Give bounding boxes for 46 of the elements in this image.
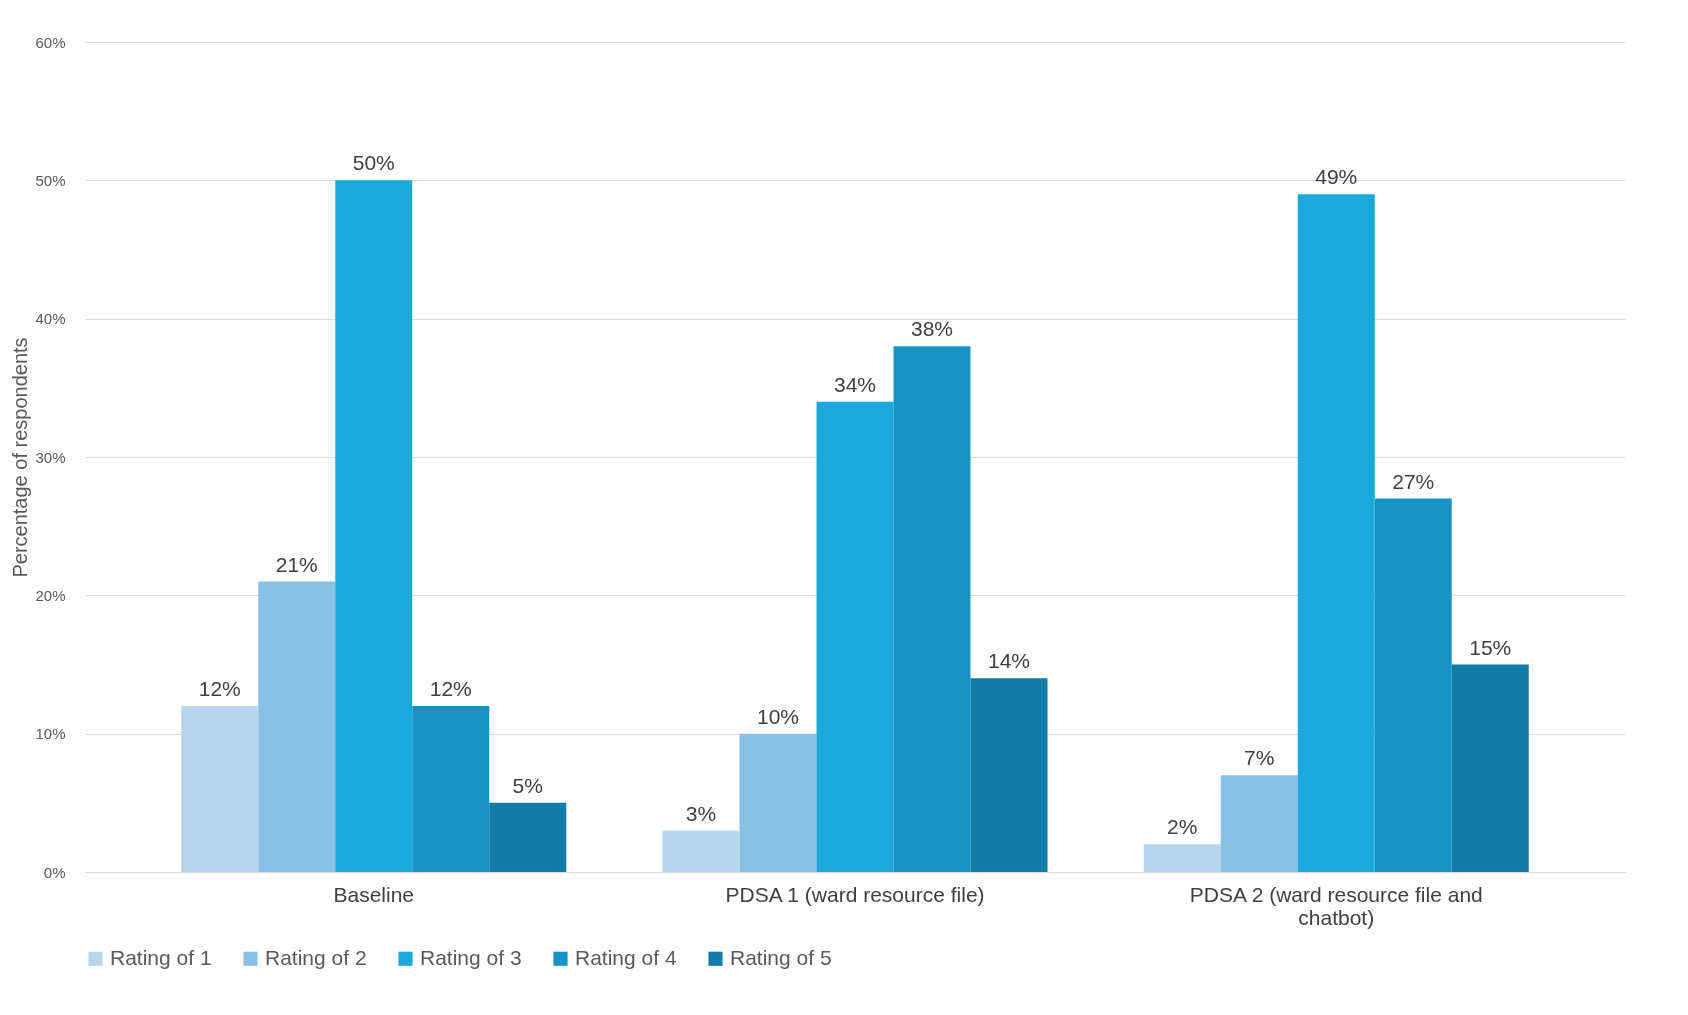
- bar: [1220, 775, 1298, 872]
- x-tick-label: Baseline: [333, 882, 415, 906]
- data-label: 7%: [1244, 746, 1275, 770]
- data-label: 38%: [910, 317, 954, 341]
- data-label: 5%: [512, 773, 543, 797]
- legend-label: Rating of 2: [265, 945, 367, 969]
- bar: [1451, 664, 1529, 872]
- bar: [335, 180, 413, 872]
- bar: [412, 706, 490, 872]
- legend-label: Rating of 1: [110, 945, 212, 969]
- legend-label: Rating of 3: [420, 945, 522, 969]
- legend-label: Rating of 5: [730, 945, 832, 969]
- y-tick-label: 40%: [35, 310, 66, 328]
- bar: [489, 802, 567, 872]
- bar: [258, 581, 336, 872]
- bar: [181, 706, 259, 872]
- data-label: 14%: [987, 649, 1031, 673]
- bar: [662, 830, 740, 872]
- bar: [739, 733, 817, 872]
- data-label: 10%: [756, 704, 800, 728]
- y-tick-label: 0%: [43, 863, 66, 881]
- y-tick-label: 30%: [35, 448, 66, 466]
- bar: [1374, 498, 1452, 872]
- y-tick-label: 20%: [35, 586, 66, 604]
- data-label: 50%: [352, 151, 395, 175]
- legend-label: Rating of 4: [575, 945, 677, 969]
- bar: [1297, 194, 1375, 872]
- bar: [893, 346, 971, 872]
- data-label: 12%: [198, 677, 241, 700]
- y-tick-label: 10%: [35, 725, 66, 743]
- data-label: 34%: [833, 372, 877, 396]
- y-tick-label: 50%: [35, 171, 66, 189]
- data-label: 15%: [1469, 635, 1512, 659]
- data-label: 2%: [1167, 815, 1198, 839]
- bar: [816, 401, 894, 872]
- data-label: 49%: [1315, 165, 1358, 189]
- y-tick-label: 60%: [35, 33, 66, 51]
- x-tick-label: PDSA 2 (ward resource file and chatbot): [1189, 882, 1483, 929]
- x-tick-label: PDSA 1 (ward resource file): [725, 882, 985, 906]
- bar: [970, 678, 1048, 872]
- y-axis-title: Percentage of respondents: [9, 337, 32, 578]
- data-label: 12%: [429, 677, 472, 700]
- data-label: 3%: [685, 801, 717, 825]
- data-label: 27%: [1392, 469, 1435, 493]
- data-label: 21%: [275, 552, 318, 576]
- bar: [1143, 844, 1221, 872]
